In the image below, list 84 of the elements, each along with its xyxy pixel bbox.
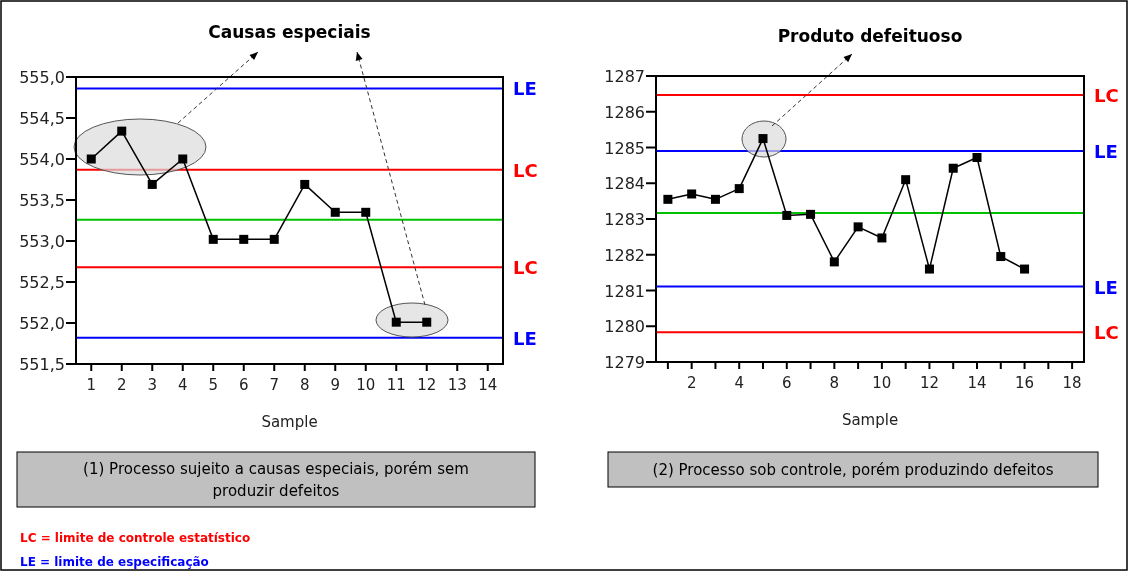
point (147, 179, 157, 189)
y-tick-label: 1284 (604, 174, 645, 194)
x-tick-label: 18 (1062, 374, 1082, 392)
point (178, 154, 188, 164)
x-tick-label: 12 (417, 376, 437, 394)
y-tick-label: 554,0 (19, 150, 65, 169)
x-tick-label: 8 (299, 376, 310, 394)
ref-line-label: LC (1094, 84, 1119, 106)
ref-line-label: LC (1094, 322, 1119, 344)
ref-line-label: LE (1094, 276, 1118, 298)
y-tick-label: 553,5 (19, 191, 65, 210)
point (269, 234, 279, 244)
point (330, 207, 340, 217)
x-tick-label: 6 (782, 374, 792, 392)
x-tick-label: 11 (386, 376, 406, 394)
point (924, 264, 934, 274)
y-tick-label: 553,0 (19, 232, 65, 251)
point (782, 210, 792, 220)
point (877, 233, 887, 243)
x-tick-label: 5 (208, 376, 219, 394)
x-tick-label: 7 (269, 376, 280, 394)
x-tick-label: 8 (829, 374, 840, 392)
point (361, 207, 371, 217)
x-tick-label: 10 (356, 376, 376, 394)
y-tick-label: 552,5 (19, 273, 65, 292)
point (710, 194, 720, 204)
x-tick-label: 14 (967, 374, 987, 392)
y-tick-label: 1286 (604, 102, 645, 122)
x-tick-label: 4 (734, 374, 744, 392)
text: LC = limite de controle estatístico (20, 531, 251, 545)
x-tick-label: 4 (177, 376, 188, 394)
point (391, 317, 401, 327)
chart-title: Produto defeituoso (777, 26, 963, 46)
ref-line-label: LC (513, 257, 538, 279)
text: (1) Processo sujeito a causas especiais, porém sem produzir defeitos (17, 452, 535, 507)
ref-line-label: LE (513, 327, 537, 349)
x-tick-label: 13 (447, 376, 467, 394)
point (806, 209, 816, 219)
x-tick-label: 9 (330, 376, 341, 394)
point (239, 234, 249, 244)
x-tick-label: 3 (147, 376, 158, 394)
y-tick-label: 1285 (604, 138, 645, 158)
x-axis-title: Sample (841, 411, 899, 429)
x-tick-label: 10 (872, 374, 892, 392)
point (829, 257, 839, 267)
ref-line-label: LE (1094, 141, 1118, 163)
point (422, 317, 432, 327)
point (300, 179, 310, 189)
point (1020, 264, 1030, 274)
text: (2) Processo sob controle, porém produzindo defeitos (608, 452, 1098, 487)
x-tick-label: 2 (116, 376, 127, 394)
point (996, 252, 1006, 262)
chart-title: Causas especiais (208, 22, 371, 42)
y-tick-label: 1281 (604, 281, 645, 301)
ref-line-label: LC (513, 159, 538, 181)
y-tick-label: 555,0 (19, 68, 65, 87)
y-tick-label: 1282 (604, 245, 645, 265)
x-tick-label: 16 (1015, 374, 1035, 392)
y-tick-label: 552,0 (19, 314, 65, 333)
point (117, 126, 127, 136)
point (972, 153, 982, 163)
y-tick-label: 1287 (604, 67, 645, 86)
y-tick-label: 554,5 (19, 109, 65, 128)
point (853, 222, 863, 232)
point (948, 163, 958, 173)
x-axis-title: Sample (261, 413, 318, 431)
x-tick-label: 14 (478, 376, 498, 394)
point (901, 175, 911, 185)
point (86, 154, 96, 164)
text: LE = limite de especificação (20, 555, 209, 569)
y-tick-label: 1280 (604, 317, 645, 337)
x-tick-label: 6 (238, 376, 249, 394)
y-tick-label: 1283 (604, 210, 645, 229)
x-tick-label: 2 (686, 374, 697, 392)
ref-line-label: LE (513, 78, 537, 100)
point (758, 134, 768, 144)
x-tick-label: 12 (919, 374, 939, 392)
point (734, 184, 744, 194)
y-tick-label: 551,5 (19, 355, 65, 374)
point (687, 189, 697, 199)
point (208, 234, 218, 244)
y-tick-label: 1279 (604, 353, 645, 372)
point (663, 194, 673, 204)
x-tick-label: 1 (86, 376, 97, 394)
